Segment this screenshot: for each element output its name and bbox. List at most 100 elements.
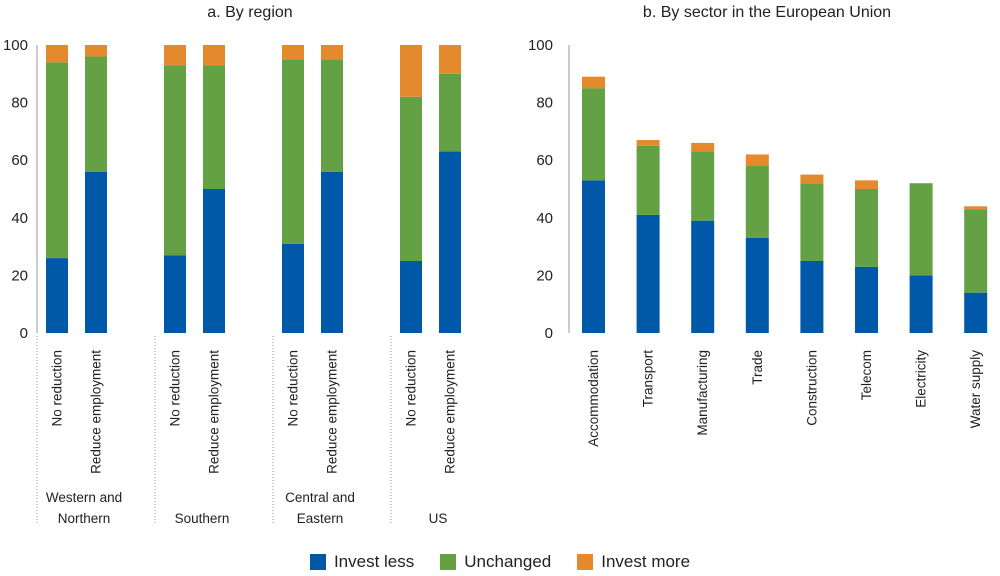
bar-telecom-invest-more bbox=[855, 180, 878, 189]
bar-water-supply-invest-more bbox=[964, 206, 988, 210]
category-label: No reduction bbox=[286, 350, 301, 427]
bar-central-and-eastern-reduce-employment-invest-less bbox=[321, 171, 343, 333]
bar-us-no-reduction-invest-more bbox=[400, 45, 422, 97]
category-label: Transport bbox=[641, 350, 656, 408]
panel-a-plot: 0 20 40 60 80 100 No reduction Reduce employmen… bbox=[3, 37, 461, 526]
bar-us-no-reduction-invest-less bbox=[400, 261, 422, 333]
bar-telecom-invest-less bbox=[855, 266, 878, 333]
category-label: Trade bbox=[750, 350, 765, 385]
bar-western-and-northern-no-reduction-invest-more bbox=[46, 45, 68, 63]
bar-western-and-northern-reduce-employment-invest-more bbox=[85, 45, 107, 57]
panel-b-y-tick-label: 60 bbox=[536, 152, 553, 169]
panel-b-title: b. By sector in the European Union bbox=[643, 4, 891, 21]
bar-central-and-eastern-no-reduction-invest-less bbox=[282, 243, 304, 333]
legend-label: Invest less bbox=[333, 552, 415, 571]
bar-water-supply-unchanged bbox=[964, 209, 988, 293]
bar-us-reduce-employment-invest-less bbox=[439, 151, 461, 333]
bar-southern-no-reduction-invest-less bbox=[164, 255, 186, 333]
panel-a-title: a. By region bbox=[207, 4, 292, 21]
panel-a-y-tick-label: 20 bbox=[11, 267, 28, 284]
category-label: Reduce employment bbox=[89, 350, 104, 474]
legend-item-invest-more: Invest more bbox=[577, 552, 690, 572]
bar-southern-reduce-employment-invest-more bbox=[203, 45, 225, 66]
group-label: Western and Northern bbox=[46, 490, 122, 526]
category-label: No reduction bbox=[50, 350, 65, 427]
bar-accommodation-invest-less bbox=[582, 180, 605, 333]
group-label-line: Western and bbox=[46, 490, 122, 505]
bar-western-and-northern-no-reduction-invest-less bbox=[46, 258, 68, 333]
legend-swatch-invest-less bbox=[309, 554, 326, 570]
bar-central-and-eastern-no-reduction-unchanged bbox=[282, 59, 304, 244]
bar-electricity-unchanged bbox=[909, 183, 933, 276]
category-label: Accommodation bbox=[586, 350, 601, 447]
group-label-line: Southern bbox=[175, 511, 230, 526]
bar-us-reduce-employment-unchanged bbox=[439, 73, 461, 152]
panel-a-y-tick-label: 40 bbox=[11, 210, 28, 227]
group-label: US bbox=[429, 511, 448, 526]
panel-b-y-tick-label: 40 bbox=[536, 210, 553, 227]
category-label: Manufacturing bbox=[695, 350, 710, 436]
bar-western-and-northern-reduce-employment-unchanged bbox=[85, 56, 107, 172]
bar-transport-invest-less bbox=[636, 214, 660, 333]
legend-swatch-unchanged bbox=[440, 554, 457, 570]
bar-manufacturing-invest-less bbox=[691, 220, 715, 333]
group-label-line: Eastern bbox=[297, 511, 344, 526]
bar-southern-no-reduction-unchanged bbox=[164, 65, 186, 256]
panel-b-y-tick-label: 0 bbox=[545, 325, 553, 342]
panel-b-y-tick-label: 20 bbox=[536, 267, 553, 284]
legend-item-unchanged: Unchanged bbox=[440, 552, 551, 572]
category-label: Reduce employment bbox=[207, 350, 222, 474]
category-label: Reduce employment bbox=[325, 350, 340, 474]
bar-central-and-eastern-reduce-employment-unchanged bbox=[321, 59, 343, 172]
bar-accommodation-unchanged bbox=[582, 88, 605, 181]
category-label: No reduction bbox=[168, 350, 183, 427]
bar-electricity-invest-less bbox=[909, 275, 933, 333]
bar-western-and-northern-reduce-employment-invest-less bbox=[85, 171, 107, 333]
bar-central-and-eastern-reduce-employment-invest-more bbox=[321, 45, 343, 60]
bar-southern-reduce-employment-unchanged bbox=[203, 65, 225, 189]
group-label-line: US bbox=[429, 511, 448, 526]
panel-b-plot: 0 20 40 60 80 100 Accommodation Transport Manufa… bbox=[528, 37, 988, 447]
category-label: No reduction bbox=[404, 350, 419, 427]
bar-construction-unchanged bbox=[800, 183, 824, 261]
legend-swatch-invest-more bbox=[577, 554, 594, 570]
legend-label: Invest more bbox=[601, 552, 691, 571]
category-label: Construction bbox=[804, 350, 819, 426]
group-label-line: Northern bbox=[58, 511, 111, 526]
category-label: Electricity bbox=[914, 350, 929, 408]
bar-transport-unchanged bbox=[636, 145, 660, 215]
chart-figure: a. By region b. By sector in the Europea… bbox=[3, 4, 988, 526]
group-label-line: Central and bbox=[285, 490, 355, 505]
bar-accommodation-invest-more bbox=[582, 76, 605, 89]
category-label: Water supply bbox=[968, 350, 983, 429]
panel-a-y-tick-label: 0 bbox=[20, 325, 28, 342]
group-label: Central and Eastern bbox=[285, 490, 355, 526]
bar-southern-no-reduction-invest-more bbox=[164, 45, 186, 66]
bar-central-and-eastern-no-reduction-invest-more bbox=[282, 45, 304, 60]
bar-telecom-unchanged bbox=[855, 189, 878, 267]
bar-southern-reduce-employment-invest-less bbox=[203, 189, 225, 333]
legend-label: Unchanged bbox=[464, 552, 552, 571]
panel-a-y-tick-label: 80 bbox=[11, 95, 28, 112]
panel-b-y-tick-label: 100 bbox=[528, 37, 553, 54]
category-label: Telecom bbox=[859, 350, 874, 400]
legend-item-invest-less: Invest less bbox=[309, 552, 415, 572]
bar-water-supply-invest-less bbox=[964, 292, 988, 333]
bar-trade-invest-more bbox=[745, 154, 769, 166]
category-label: Reduce employment bbox=[443, 350, 458, 474]
group-label: Southern bbox=[175, 511, 230, 526]
bar-construction-invest-less bbox=[800, 261, 824, 333]
bar-transport-invest-more bbox=[636, 140, 660, 146]
bar-construction-invest-more bbox=[800, 174, 824, 184]
legend: Invest less Unchanged Invest more bbox=[0, 548, 1000, 576]
panel-a-y-tick-label: 100 bbox=[3, 37, 28, 54]
bar-trade-unchanged bbox=[745, 165, 769, 238]
bar-trade-invest-less bbox=[745, 237, 769, 333]
panel-a-y-tick-label: 60 bbox=[11, 152, 28, 169]
bar-manufacturing-unchanged bbox=[691, 151, 715, 221]
bar-manufacturing-invest-more bbox=[691, 142, 715, 152]
bar-us-no-reduction-unchanged bbox=[400, 96, 422, 261]
bar-us-reduce-employment-invest-more bbox=[439, 45, 461, 74]
bar-western-and-northern-no-reduction-unchanged bbox=[46, 62, 68, 259]
panel-b-y-tick-label: 80 bbox=[536, 95, 553, 112]
